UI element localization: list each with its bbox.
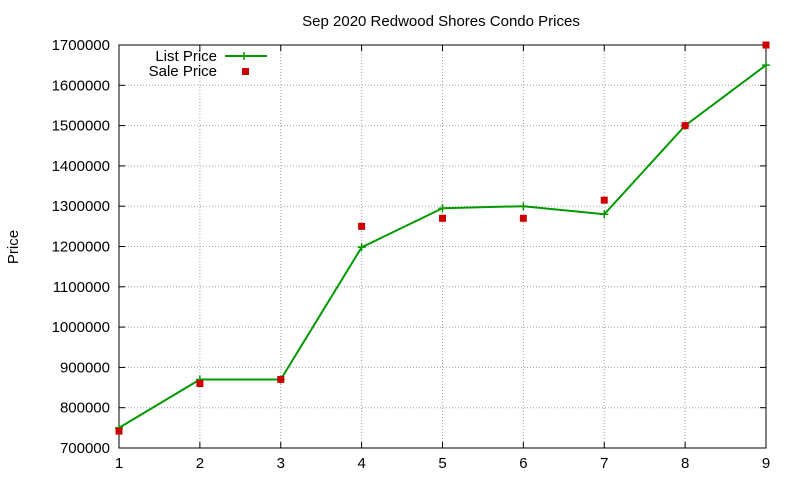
y-tick-label: 1200000: [52, 239, 110, 256]
legend-label-list-price: List Price: [155, 48, 217, 65]
list-price-point: [438, 204, 447, 213]
list-price-point: [600, 210, 609, 219]
y-tick-label: 900000: [60, 359, 110, 376]
y-tick-label: 1100000: [53, 279, 110, 296]
y-tick-label: 700000: [60, 440, 110, 457]
sale-price-point: [115, 427, 123, 435]
sale-price-point: [519, 214, 527, 222]
x-tick-label: 6: [519, 455, 527, 472]
sale-price-point: [762, 41, 770, 49]
x-tick-label: 8: [681, 455, 689, 472]
y-tick-label: 1000000: [52, 319, 110, 336]
x-tick-label: 5: [438, 455, 446, 472]
sale-price-point: [681, 122, 689, 130]
sale-price-point: [439, 214, 446, 222]
x-tick-label: 2: [196, 455, 204, 472]
legend-marker-list-price: [240, 52, 248, 60]
y-tick-label: 1500000: [52, 118, 110, 135]
sale-price-point: [358, 222, 366, 230]
y-tick-label: 800000: [60, 400, 110, 417]
series: [115, 41, 770, 435]
y-tick-label: 1700000: [52, 37, 110, 54]
x-tick-label: 9: [762, 455, 770, 472]
sale-price-point: [196, 380, 204, 388]
legend-label-sale-price: Sale Price: [149, 63, 217, 80]
x-tick-label: 7: [600, 455, 608, 472]
y-axis-label: Price: [5, 230, 22, 264]
chart-title: Sep 2020 Redwood Shores Condo Prices: [302, 13, 580, 30]
axis-ticks: 700000 800000 900000 1000000 1100000 1200000 1…: [52, 37, 771, 472]
x-tick-label: 4: [357, 455, 365, 472]
grid: [119, 45, 766, 448]
legend: List Price Sale Price: [149, 48, 267, 80]
list-price-point: [519, 202, 528, 211]
legend-marker-sale-price: [242, 68, 249, 75]
x-tick-label: 1: [115, 455, 123, 472]
list-price-point: [762, 61, 770, 70]
list-price-point: [357, 243, 366, 252]
y-tick-label: 1300000: [52, 198, 110, 215]
sale-price-point: [600, 196, 608, 204]
y-tick-label: 1600000: [52, 77, 110, 94]
sale-price-point: [277, 375, 285, 383]
x-tick-label: 3: [277, 455, 285, 472]
y-tick-label: 1400000: [52, 158, 110, 175]
